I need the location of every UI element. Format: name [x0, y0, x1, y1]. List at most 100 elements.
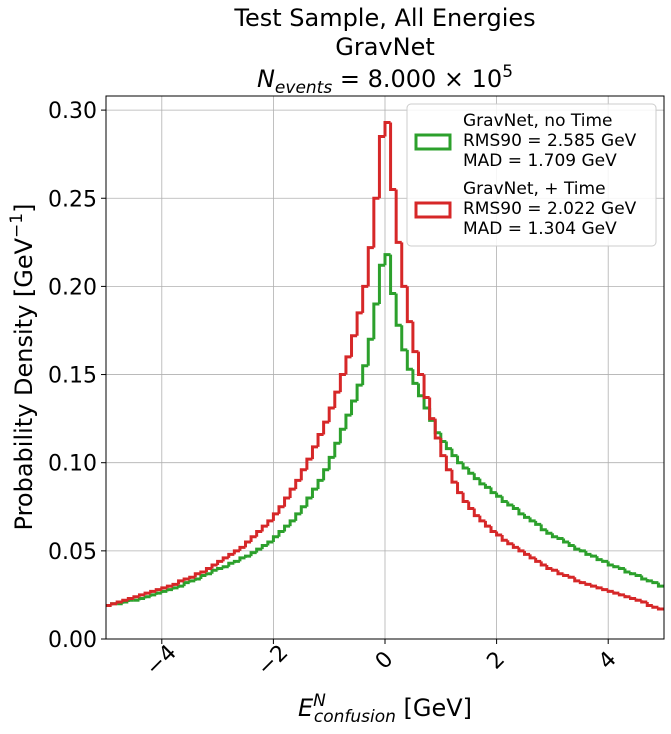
- histogram-step: [143, 595, 151, 599]
- histogram-step: [584, 550, 592, 556]
- histogram-step: [534, 557, 542, 563]
- histogram-step: [132, 595, 140, 599]
- histogram-step: [411, 369, 419, 385]
- histogram-step: [333, 441, 341, 458]
- histogram-step: [361, 364, 369, 386]
- formula-sub: events: [275, 78, 332, 98]
- histogram-step: [394, 189, 402, 244]
- histogram-step: [495, 531, 503, 537]
- histogram-step: [204, 572, 213, 576]
- histogram-step: [177, 584, 185, 588]
- histogram-step: [160, 586, 168, 590]
- histogram-step: [394, 293, 402, 327]
- histogram-step: [227, 552, 235, 558]
- histogram-step: [495, 492, 503, 498]
- histogram-step: [545, 529, 553, 535]
- histogram-step: [344, 413, 352, 430]
- legend-stat: RMS90 = 2.022 GeV: [463, 199, 637, 219]
- y-tick-label: 0.00: [48, 628, 97, 653]
- histogram-step: [288, 487, 296, 498]
- histogram-step: [589, 554, 598, 558]
- histogram-step: [350, 334, 358, 357]
- histogram-step: [126, 596, 134, 601]
- histogram-step: [416, 383, 425, 398]
- histogram-step: [260, 544, 268, 550]
- histogram-step: [283, 496, 291, 507]
- histogram-step: [149, 593, 157, 597]
- histogram-step: [121, 598, 129, 602]
- histogram-step: [238, 556, 246, 562]
- histogram-step: [389, 122, 397, 191]
- histogram-step: [523, 513, 531, 519]
- histogram-step: [428, 397, 436, 421]
- histogram-step: [249, 535, 257, 543]
- legend-label: GravNet, + Time: [463, 179, 606, 199]
- histogram-step: [634, 573, 642, 578]
- histogram-step: [483, 520, 492, 528]
- histogram-step: [249, 551, 257, 557]
- histogram-step: [595, 586, 603, 590]
- histogram-step: [478, 478, 486, 486]
- x-tick-label: 2: [482, 647, 510, 675]
- histogram-step: [545, 564, 553, 570]
- histogram-step: [500, 534, 508, 542]
- histogram-step: [656, 607, 664, 611]
- plot-area: [106, 120, 664, 611]
- histogram-step: [271, 535, 279, 543]
- histogram-step: [617, 593, 625, 597]
- histogram-step: [232, 549, 240, 555]
- histogram-step: [310, 487, 319, 498]
- histogram-step: [210, 563, 218, 569]
- histogram-step: [606, 561, 614, 567]
- histogram-step: [299, 505, 307, 514]
- histogram-step: [478, 515, 486, 523]
- y-tick-label: 0.20: [48, 275, 97, 300]
- histogram-step: [383, 120, 391, 137]
- legend-box: [406, 103, 657, 247]
- histogram-step: [589, 584, 598, 588]
- histogram-step: [244, 540, 252, 548]
- histogram-step: [444, 455, 452, 472]
- histogram-step: [556, 570, 564, 576]
- histogram-step: [405, 286, 413, 324]
- legend-swatch: [414, 133, 452, 151]
- histogram-step: [461, 492, 469, 503]
- histogram-step: [623, 594, 631, 599]
- formula-text: = 8.000 × 10: [332, 65, 502, 93]
- histogram-step: [322, 420, 330, 435]
- y-tick-label: 0.10: [48, 452, 97, 477]
- histogram-step: [143, 591, 151, 595]
- histogram-step: [400, 325, 408, 352]
- histogram-step: [244, 554, 252, 558]
- legend-stat: RMS90 = 2.585 GeV: [463, 131, 637, 151]
- histogram-step: [539, 561, 547, 567]
- histogram-step: [299, 468, 307, 481]
- histogram-step: [188, 575, 196, 580]
- histogram-step: [422, 395, 430, 410]
- histogram-step: [199, 570, 207, 574]
- histogram-step: [472, 508, 480, 518]
- histogram-step: [511, 505, 519, 511]
- histogram-step: [562, 573, 570, 578]
- histogram-step: [612, 564, 620, 569]
- histogram-step: [534, 520, 542, 526]
- histogram-step: [137, 596, 146, 601]
- histogram-step: [595, 556, 603, 562]
- legend-stat: MAD = 1.709 GeV: [463, 151, 617, 171]
- histogram-step: [640, 600, 648, 604]
- histogram-step: [483, 483, 492, 489]
- histogram-step: [601, 587, 609, 592]
- histogram-step: [361, 284, 369, 313]
- y-label-text: Probability Density [GeV: [10, 237, 38, 530]
- histogram-step: [305, 496, 313, 507]
- histogram-step: [567, 575, 575, 579]
- chart-subtitle: GravNet: [335, 33, 435, 61]
- histogram-step: [377, 135, 385, 199]
- histogram-step: [578, 580, 586, 585]
- histogram-step: [333, 390, 341, 409]
- histogram-step: [137, 593, 146, 597]
- histogram-step: [193, 577, 201, 581]
- histogram-step: [562, 538, 570, 544]
- histogram-step: [372, 196, 380, 248]
